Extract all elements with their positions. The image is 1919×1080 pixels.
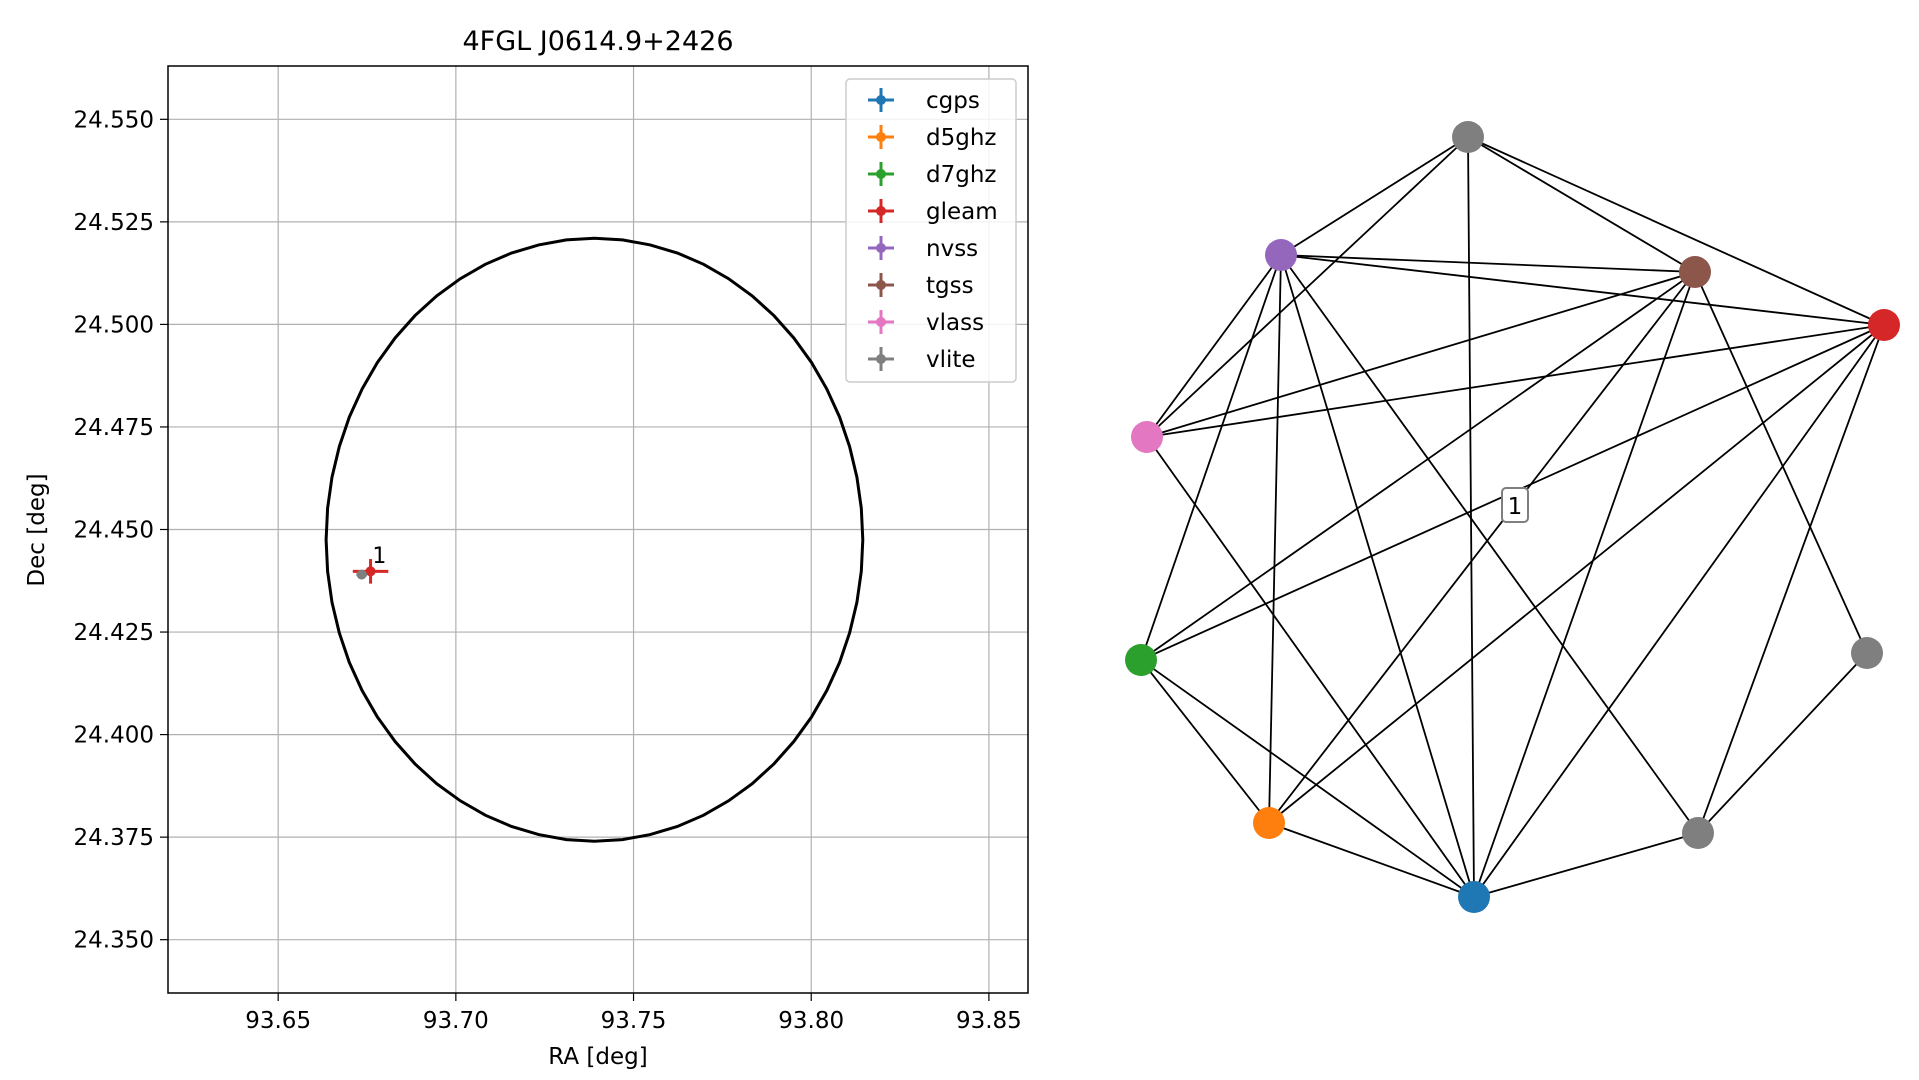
graph-node [1253, 807, 1285, 839]
sky-position-chart: 1 93.65 93.70 93.75 93.80 93.85 24.350 24.375… [24, 26, 1029, 1070]
legend-label: tgss [926, 273, 974, 299]
graph-node [1851, 637, 1883, 669]
graph-node [1265, 239, 1297, 271]
legend-label: gleam [926, 199, 998, 225]
graph-edge [1467, 136, 1696, 273]
graph-edge [1140, 659, 1475, 898]
legend-label: vlite [926, 347, 976, 373]
legend-box [845, 78, 1017, 383]
y-tick-label: 24.450 [74, 518, 154, 544]
legend-label: nvss [926, 236, 978, 262]
legend: cgps d5ghz d7ghz gleam nvss tgss vlass vlite [845, 78, 1017, 383]
graph-edge [1146, 271, 1696, 438]
graph-node [1679, 256, 1711, 288]
confidence-ellipse [324, 236, 865, 843]
graph-node [1868, 309, 1900, 341]
graph-edge [1694, 271, 1868, 654]
x-tick-label: 93.75 [601, 1008, 667, 1034]
y-tick-label: 24.350 [74, 928, 154, 954]
graph-edge [1146, 254, 1282, 438]
graph-edge [1280, 254, 1475, 898]
graph-edge [1140, 659, 1270, 824]
point-annotation: 1 [372, 544, 386, 569]
y-tick-label: 24.475 [74, 415, 154, 441]
graph-edge [1473, 324, 1885, 898]
graph-node [1682, 817, 1714, 849]
legend-item-tgss: tgss [868, 273, 974, 299]
legend-item-nvss: nvss [868, 236, 978, 262]
graph-edges [1140, 136, 1885, 898]
chart-title: 4FGL J0614.9+2426 [462, 26, 733, 57]
y-axis-label: Dec [deg] [24, 473, 50, 586]
graph-nodes [1125, 121, 1900, 913]
legend-label: cgps [926, 88, 980, 114]
graph-edge [1146, 136, 1469, 438]
legend-item-cgps: cgps [868, 88, 980, 114]
point-vlite [356, 569, 368, 580]
graph-node [1131, 421, 1163, 453]
network-graph: 1 [1125, 121, 1900, 913]
y-tick-label: 24.375 [74, 825, 154, 851]
x-tick-label: 93.85 [956, 1008, 1022, 1034]
graph-edge [1473, 832, 1699, 898]
y-axis-ticks: 24.350 24.375 24.400 24.425 24.450 24.475 24.5… [74, 107, 168, 954]
graph-edge [1697, 652, 1868, 834]
x-tick-label: 93.70 [423, 1008, 489, 1034]
legend-label: vlass [926, 310, 984, 336]
legend-item-gleam: gleam [868, 199, 998, 225]
legend-item-vlass: vlass [868, 310, 984, 336]
graph-edge [1280, 254, 1696, 273]
graph-label: 1 [1508, 494, 1523, 520]
x-tick-label: 93.80 [778, 1008, 844, 1034]
y-tick-label: 24.400 [74, 723, 154, 749]
data-points: 1 [352, 544, 389, 584]
graph-edge [1140, 271, 1696, 661]
graph-edge [1467, 136, 1885, 326]
y-tick-label: 24.550 [74, 107, 154, 133]
legend-item-d5ghz: d5ghz [868, 125, 996, 151]
graph-edge [1280, 254, 1885, 326]
graph-node [1452, 121, 1484, 153]
grid [168, 66, 1028, 993]
graph-edge [1697, 324, 1885, 834]
x-axis-label: RA [deg] [548, 1044, 647, 1070]
graph-edge [1146, 324, 1885, 438]
x-axis-ticks: 93.65 93.70 93.75 93.80 93.85 [245, 993, 1022, 1034]
graph-edge [1268, 254, 1282, 824]
y-tick-label: 24.525 [74, 210, 154, 236]
graph-edge [1146, 436, 1475, 898]
graph-edge [1280, 254, 1699, 834]
graph-edge [1268, 822, 1475, 898]
y-tick-label: 24.425 [74, 620, 154, 646]
graph-edge [1140, 254, 1282, 661]
legend-item-vlite: vlite [868, 347, 976, 373]
legend-item-d7ghz: d7ghz [868, 162, 996, 188]
legend-items: cgps d5ghz d7ghz gleam nvss tgss vlass vlite [868, 88, 998, 373]
legend-label: d7ghz [926, 162, 996, 188]
graph-node [1458, 881, 1490, 913]
graph-edge [1473, 271, 1696, 898]
x-tick-label: 93.65 [245, 1008, 311, 1034]
y-tick-label: 24.500 [74, 312, 154, 338]
legend-label: d5ghz [926, 125, 996, 151]
graph-node [1125, 644, 1157, 676]
graph-edge [1280, 136, 1469, 256]
graph-edge [1268, 324, 1885, 824]
graph-label-box: 1 [1501, 487, 1529, 523]
